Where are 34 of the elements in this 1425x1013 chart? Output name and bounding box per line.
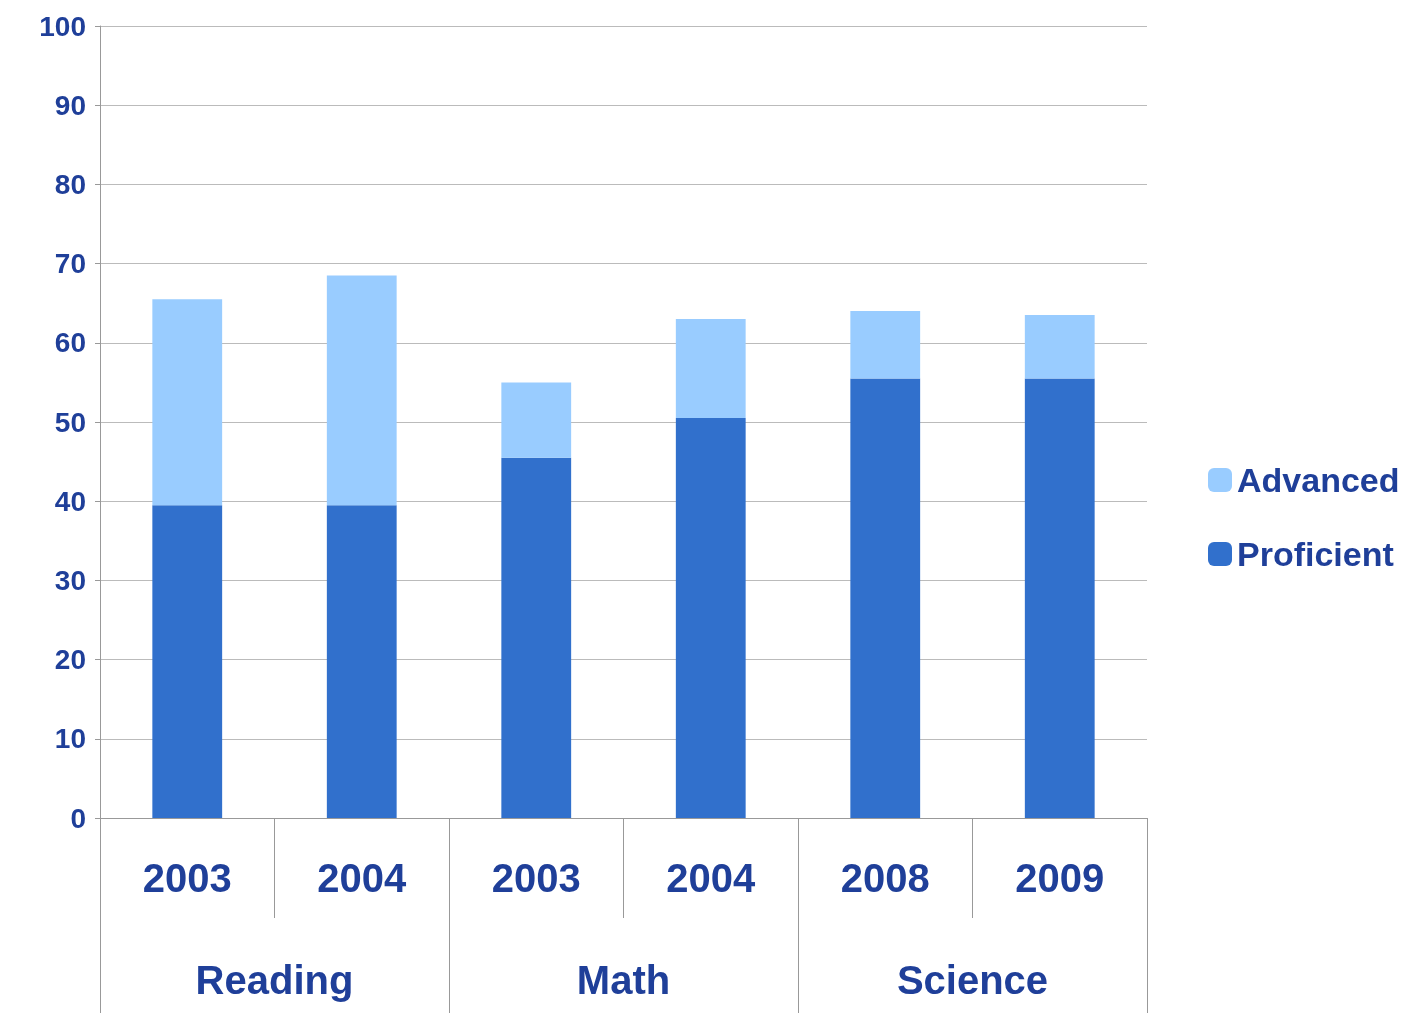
bar [1024,315,1095,379]
x-tick-label: 2009 [1015,856,1105,900]
y-tick-label: 40 [54,485,86,517]
text: Math [576,958,671,1002]
y-tick-label: 50 [54,406,86,438]
bar [1024,378,1095,818]
y-tick-label: 30 [54,564,86,596]
bar [326,275,397,506]
bar [326,505,397,818]
text: Science [896,958,1049,1002]
bar [675,418,746,818]
x-tick-label: 2004 [666,856,756,900]
y-tick-label: 90 [54,89,86,121]
bar [152,505,223,818]
bar [501,382,572,458]
y-tick-label: 60 [54,327,86,359]
bar [152,299,223,506]
x-tick-label: 2004 [317,856,407,900]
y-tick-label: 20 [54,644,86,676]
x-tick-label: 2003 [142,856,232,900]
bar [501,457,572,818]
x-tick-label: 2008 [840,856,930,900]
bar [675,319,746,419]
y-tick-label: 100 [39,10,86,42]
bar [850,378,921,818]
legend-label: Advanced [1237,461,1400,499]
y-tick-label: 80 [54,168,86,200]
y-tick-label: 70 [54,248,86,280]
x-tick-label: 2003 [491,856,581,900]
text: Reading [195,958,354,1002]
y-tick-label: 0 [70,802,86,834]
bar [850,311,921,379]
legend-label: Proficient [1237,535,1394,573]
y-tick-label: 10 [54,723,86,755]
